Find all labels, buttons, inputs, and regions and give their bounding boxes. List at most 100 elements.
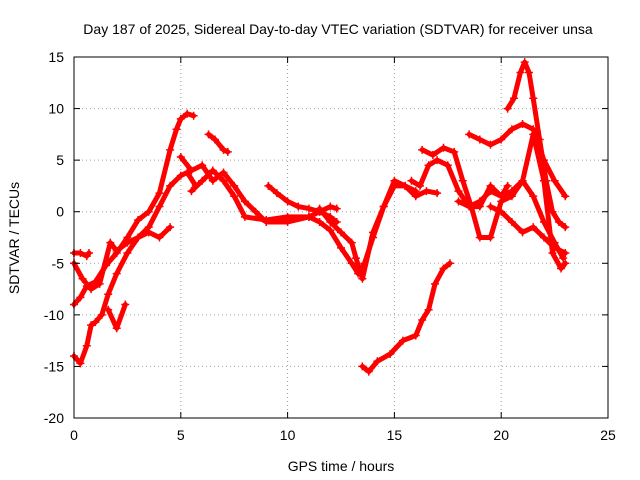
data-point — [379, 202, 388, 211]
data-point — [172, 125, 181, 134]
data-point — [332, 204, 341, 213]
data-point — [283, 197, 292, 206]
data-point — [121, 300, 130, 309]
data-point — [486, 202, 495, 211]
data-point — [561, 192, 570, 201]
data-point — [123, 238, 132, 247]
data-point — [550, 243, 559, 252]
data-point — [475, 197, 484, 206]
series-line — [488, 204, 568, 256]
series-2 — [70, 168, 200, 368]
data-point — [557, 264, 566, 273]
data-point — [326, 202, 335, 211]
data-point — [82, 341, 91, 350]
data-point — [548, 207, 557, 216]
data-point — [91, 318, 100, 327]
data-point — [347, 238, 356, 247]
data-point — [411, 331, 420, 340]
data-point — [219, 176, 228, 185]
data-point — [524, 68, 533, 77]
y-tick-label: -5 — [52, 255, 65, 271]
data-point — [539, 233, 548, 242]
data-point — [422, 187, 431, 196]
data-point — [198, 176, 207, 185]
data-point — [183, 168, 192, 177]
data-point — [529, 94, 538, 103]
data-point — [304, 212, 313, 221]
x-tick-label: 25 — [600, 427, 616, 443]
series-line — [71, 170, 199, 366]
data-point — [486, 187, 495, 196]
data-point — [561, 259, 570, 268]
data-point — [283, 212, 292, 221]
data-point — [416, 181, 425, 190]
data-point — [240, 197, 249, 206]
data-point — [95, 279, 104, 288]
data-point — [418, 145, 427, 154]
data-point — [198, 161, 207, 170]
data-point — [439, 264, 448, 273]
y-tick-label: -10 — [44, 307, 64, 323]
x-tick-label: 0 — [70, 427, 78, 443]
data-point — [208, 166, 217, 175]
data-point — [542, 176, 551, 185]
data-point — [262, 215, 271, 224]
series-line — [456, 183, 511, 210]
data-point — [84, 248, 93, 257]
data-point — [401, 181, 410, 190]
x-tick-label: 10 — [280, 427, 296, 443]
data-point — [144, 207, 153, 216]
data-point — [518, 120, 527, 129]
data-point — [351, 254, 360, 263]
data-point — [418, 316, 427, 325]
series-11 — [358, 259, 454, 376]
series-5 — [104, 300, 130, 333]
data-point — [369, 228, 378, 237]
data-point — [529, 223, 538, 232]
data-point — [424, 161, 433, 170]
data-point — [272, 189, 281, 198]
data-point — [134, 233, 143, 242]
data-point — [87, 285, 96, 294]
data-point — [507, 218, 516, 227]
data-point — [407, 176, 416, 185]
data-point — [364, 367, 373, 376]
data-point — [358, 362, 367, 371]
data-point — [520, 58, 529, 67]
series-10 — [315, 176, 442, 283]
data-point — [454, 187, 463, 196]
data-point — [326, 218, 335, 227]
series-12 — [407, 130, 570, 273]
data-point — [486, 140, 495, 149]
data-point — [112, 269, 121, 278]
data-point — [465, 202, 474, 211]
data-series — [70, 58, 570, 376]
data-point — [497, 192, 506, 201]
data-point — [219, 168, 228, 177]
series-line — [189, 168, 419, 277]
grid — [74, 57, 608, 418]
y-tick-label: 0 — [56, 204, 64, 220]
series-7 — [204, 130, 232, 156]
data-point — [315, 218, 324, 227]
y-tick-label: 15 — [48, 49, 64, 65]
data-point — [106, 238, 115, 247]
data-point — [123, 248, 132, 257]
y-tick-label: -15 — [44, 358, 64, 374]
data-point — [386, 350, 395, 359]
data-point — [439, 143, 448, 152]
data-point — [155, 189, 164, 198]
data-point — [454, 197, 463, 206]
data-point — [134, 215, 143, 224]
data-point — [507, 192, 516, 201]
axis-ticks: 0 5 10 15 20 25 -20 -15 -10 -5 0 5 10 15 — [44, 49, 616, 443]
data-point — [548, 248, 557, 257]
series-line — [71, 111, 197, 307]
data-point — [424, 305, 433, 314]
data-point — [445, 259, 454, 268]
data-point — [155, 233, 164, 242]
series-1 — [70, 109, 198, 309]
data-point — [78, 274, 87, 283]
data-point — [230, 192, 239, 201]
